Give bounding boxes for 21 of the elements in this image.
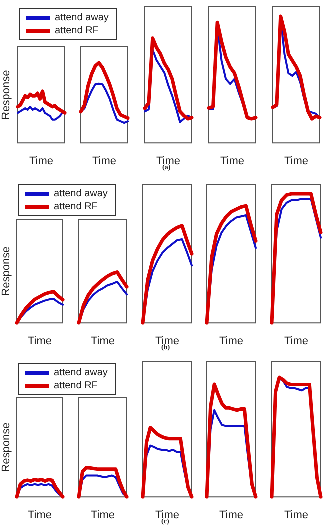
x-axis-title: Time xyxy=(29,156,54,168)
legend-label: attend away xyxy=(54,188,108,200)
legend-label: attend RF xyxy=(54,202,98,212)
y-axis-title: Response xyxy=(0,246,12,296)
x-axis-title: Time xyxy=(284,336,309,348)
x-axis-title: Time xyxy=(90,510,116,522)
x-axis-title: Time xyxy=(90,336,116,348)
legend-label: attend away xyxy=(55,12,109,24)
x-axis-title: Time xyxy=(284,510,309,522)
legend-label: attend RF xyxy=(54,380,98,392)
x-axis-title: Time xyxy=(28,336,52,348)
legend-label: attend RF xyxy=(55,26,99,36)
x-axis-title: Time xyxy=(28,510,52,522)
x-axis-title: Time xyxy=(92,156,117,168)
x-axis-title: Time xyxy=(284,156,309,168)
y-axis-title: Response xyxy=(0,422,12,472)
x-axis-title: Time xyxy=(220,156,245,168)
legend-label: attend away xyxy=(54,368,108,378)
x-axis-title: Time xyxy=(219,510,244,522)
x-axis-title: Time xyxy=(219,336,244,348)
y-axis-title: Response xyxy=(0,70,12,120)
